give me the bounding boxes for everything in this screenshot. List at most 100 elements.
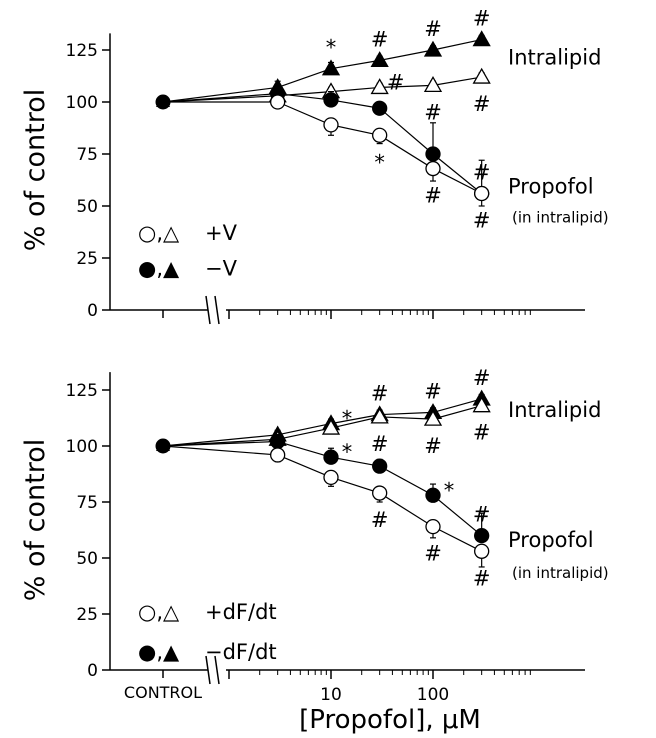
significance-hash-mark: # xyxy=(424,184,442,208)
series-propofol-open-circle: * # # xyxy=(270,94,491,233)
legend-open-symbols: ○,△ xyxy=(138,600,180,624)
data-point xyxy=(423,76,443,93)
axis-break-mark xyxy=(205,655,211,685)
series-connector xyxy=(162,86,278,103)
significance-hash-mark: # xyxy=(387,70,405,94)
significance-hash-mark: # xyxy=(371,508,389,532)
annotation-intralipid: Intralipid xyxy=(508,398,601,422)
data-point xyxy=(425,160,441,177)
legend-filled-label: −V xyxy=(205,256,238,280)
series-propofol-open-circle: # # # xyxy=(270,447,491,590)
y-tick-label: 125 xyxy=(66,381,98,401)
significance-hash-mark: # xyxy=(473,566,491,590)
legend-open-label: +V xyxy=(205,221,238,245)
y-axis-label: % of control xyxy=(20,89,51,251)
significance-hash-mark: # xyxy=(473,503,491,527)
y-tick-label: 100 xyxy=(66,93,98,113)
axis-break-mark xyxy=(214,295,220,325)
annotation-propofol: Propofol xyxy=(508,528,594,552)
annotation-intralipid: Intralipid xyxy=(508,46,601,70)
significance-hash-mark: # xyxy=(424,17,442,41)
series-intralipid-filled-triangle: * # # # xyxy=(268,7,491,95)
legend-open-label: +dF/dt xyxy=(205,600,277,624)
data-point xyxy=(372,127,388,143)
significance-star-mark: * xyxy=(444,478,455,502)
x-tick-label: 10 xyxy=(320,685,342,705)
significance-hash-mark: # xyxy=(473,366,491,390)
y-tick-label: 50 xyxy=(76,549,98,569)
data-point xyxy=(425,487,441,503)
data-point xyxy=(370,51,389,68)
data-point xyxy=(474,543,490,559)
legend-open-symbols: ○,△ xyxy=(138,221,180,245)
annotation-propofol-subtitle: (in intralipid) xyxy=(512,209,609,227)
x-axis-label: [Propofol], μM xyxy=(299,705,481,735)
data-point xyxy=(423,40,443,57)
y-tick-label: 100 xyxy=(66,437,98,457)
significance-hash-mark: # xyxy=(473,92,491,116)
legend-filled-label: −dF/dt xyxy=(205,640,277,664)
data-point xyxy=(474,185,490,202)
significance-star-mark: * xyxy=(374,150,385,174)
series-connector xyxy=(162,93,278,103)
legend-filled-symbols: ●,▲ xyxy=(138,256,180,280)
x-tick-label-control: CONTROL xyxy=(124,683,202,702)
series-intralipid-filled-triangle: * # # # xyxy=(268,366,491,442)
data-point xyxy=(370,407,389,424)
data-point xyxy=(270,447,286,463)
series-connector xyxy=(162,445,278,456)
data-point xyxy=(370,78,389,95)
data-point xyxy=(372,458,388,474)
significance-hash-mark: # xyxy=(424,542,442,566)
legend-filled-symbols: ●,▲ xyxy=(138,640,180,664)
data-point xyxy=(270,94,286,110)
significance-hash-mark: # xyxy=(473,421,491,445)
x-tick-label: 100 xyxy=(417,685,449,705)
series-propofol-filled-circle: **# xyxy=(270,433,491,544)
significance-hash-mark: # xyxy=(473,209,491,233)
y-tick-label: 0 xyxy=(87,301,98,321)
y-tick-label: 0 xyxy=(87,661,98,681)
y-tick-label: 125 xyxy=(66,41,98,61)
data-point xyxy=(323,117,339,133)
y-tick-label: 25 xyxy=(76,605,98,625)
significance-hash-mark: # xyxy=(371,27,389,51)
y-tick-label: 75 xyxy=(76,145,98,165)
significance-hash-mark: # xyxy=(371,382,389,406)
data-point xyxy=(425,146,441,162)
data-point xyxy=(372,485,388,501)
data-point xyxy=(321,59,341,76)
y-tick-label: 75 xyxy=(76,493,98,513)
data-point xyxy=(321,418,341,435)
series-connector xyxy=(162,434,278,447)
data-point xyxy=(423,409,443,426)
data-point xyxy=(472,67,491,84)
annotation-propofol: Propofol xyxy=(508,175,594,199)
data-point xyxy=(472,396,491,413)
significance-hash-mark: # xyxy=(424,434,442,458)
data-point xyxy=(270,433,286,450)
significance-star-mark: * xyxy=(342,440,353,464)
axis-break-mark xyxy=(214,655,220,685)
significance-star-mark: * xyxy=(342,407,353,431)
data-point xyxy=(372,100,388,116)
control-point xyxy=(156,439,170,451)
significance-hash-mark: # xyxy=(473,161,491,185)
significance-hash-mark: # xyxy=(371,432,389,456)
y-axis-label: % of control xyxy=(20,439,51,601)
significance-hash-mark: # xyxy=(424,379,442,403)
data-point xyxy=(323,449,339,465)
y-tick-label: 25 xyxy=(76,249,98,269)
data-point xyxy=(472,30,491,47)
control-point xyxy=(156,95,170,107)
data-point xyxy=(474,527,490,544)
axis-break-mark xyxy=(205,295,211,325)
significance-hash-mark: # xyxy=(473,7,491,31)
y-tick-label: 50 xyxy=(76,197,98,217)
chart-panel-1: 0 25 50 75 100 125 % of control * # # # # # # # * # # Intr… xyxy=(20,7,609,325)
significance-hash-mark: # xyxy=(424,100,442,124)
data-point xyxy=(323,92,339,108)
annotation-propofol-subtitle: (in intralipid) xyxy=(512,564,609,582)
